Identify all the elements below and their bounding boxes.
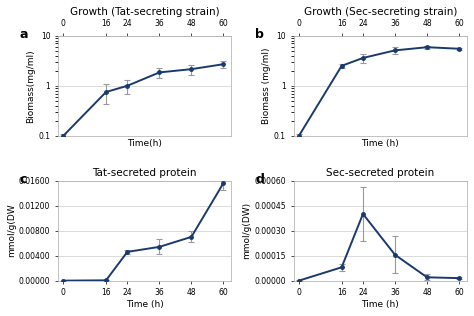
X-axis label: Time(h): Time(h): [128, 139, 162, 148]
X-axis label: Time (h): Time (h): [362, 300, 399, 309]
Text: c: c: [20, 173, 27, 185]
Text: a: a: [20, 28, 28, 41]
Y-axis label: Biomass (mg/ml): Biomass (mg/ml): [262, 47, 271, 124]
Title: Growth (Sec-secreting strain): Growth (Sec-secreting strain): [304, 7, 457, 17]
X-axis label: Time (h): Time (h): [362, 139, 399, 148]
Y-axis label: mmol/g(DW): mmol/g(DW): [243, 202, 252, 259]
Title: Tat-secreted protein: Tat-secreted protein: [92, 168, 197, 179]
Text: d: d: [255, 173, 264, 185]
Y-axis label: mmol/g(DW: mmol/g(DW: [7, 204, 16, 258]
X-axis label: Time (h): Time (h): [126, 300, 164, 309]
Title: Growth (Tat-secreting strain): Growth (Tat-secreting strain): [70, 7, 219, 17]
Text: b: b: [255, 28, 264, 41]
Title: Sec-secreted protein: Sec-secreted protein: [326, 168, 435, 179]
Y-axis label: Biomass(mg/ml): Biomass(mg/ml): [27, 49, 36, 123]
